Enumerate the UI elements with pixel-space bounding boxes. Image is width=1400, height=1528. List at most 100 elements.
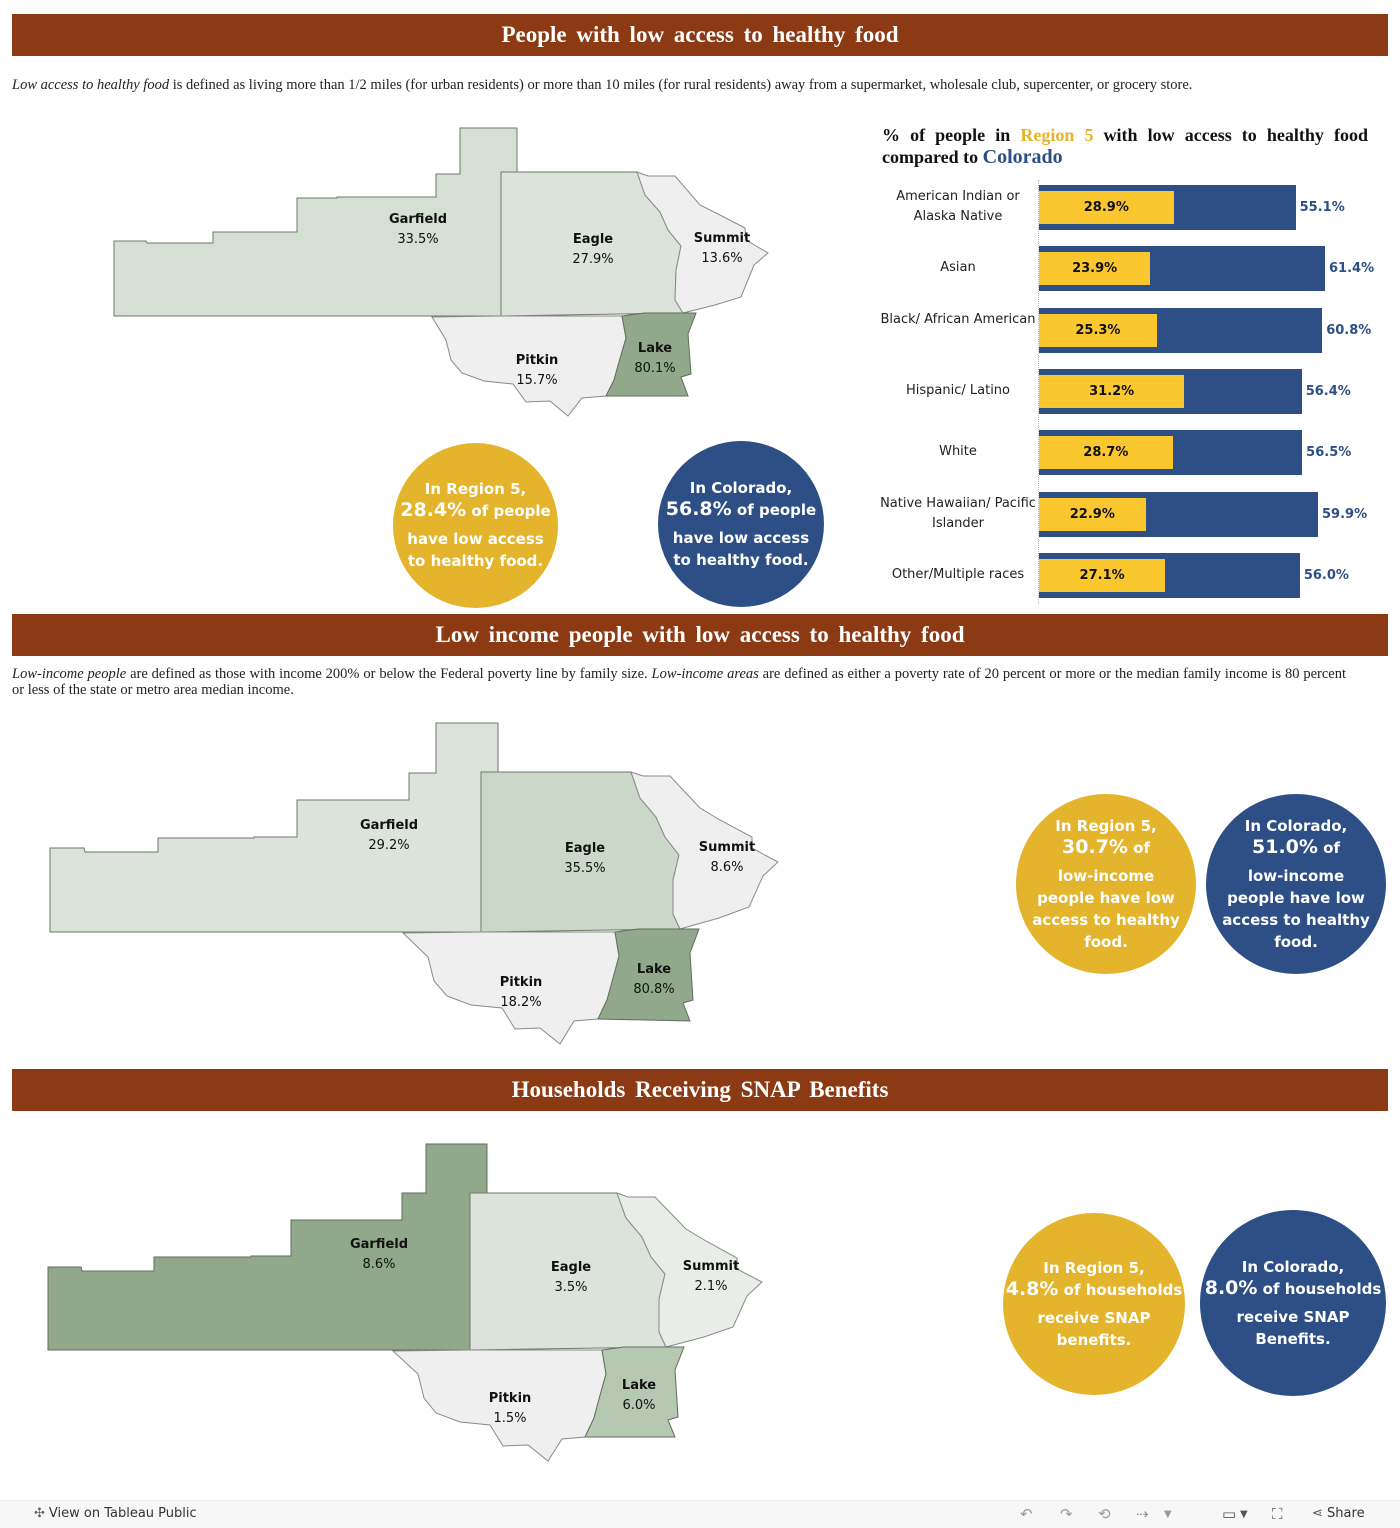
refresh-icon[interactable]: ⇢ xyxy=(1136,1505,1149,1523)
circle-line: of households xyxy=(1257,1279,1382,1298)
share-icon: ⋖ xyxy=(1312,1506,1323,1521)
circle-percent: 51.0% xyxy=(1252,835,1318,858)
bar-colorado-value-label: 59.9% xyxy=(1322,506,1368,522)
map1-value-summit: 13.6% xyxy=(701,251,742,266)
bar-category-label: White xyxy=(939,444,977,460)
circle-line: In Colorado, xyxy=(1241,1257,1345,1276)
region5-low-income-circle: In Region 5, 30.7% of low-income people … xyxy=(1016,794,1196,974)
revert-icon[interactable]: ⟲ xyxy=(1098,1505,1111,1523)
bar-region5-hispanic[interactable]: 31.2% xyxy=(1039,374,1185,408)
redo-icon[interactable]: ↷ xyxy=(1060,1505,1073,1523)
map-low-income-low-access: Garfield 29.2% Eagle 35.5% Summit 8.6% P… xyxy=(49,722,779,1045)
map1-county-summit[interactable] xyxy=(636,171,769,314)
section-description-low-access: Low access to healthy food is defined as… xyxy=(12,77,1193,93)
circle-line: of xyxy=(1127,838,1150,857)
section-banner-low-income: Low income people with low access to hea… xyxy=(12,614,1388,656)
circle-line: low-income people have low access to hea… xyxy=(1222,866,1370,951)
map-low-access: Garfield 33.5% Eagle 27.9% Summit 13.6% … xyxy=(113,127,769,417)
bar-region5-american-indian[interactable]: 28.9% xyxy=(1039,191,1174,224)
colorado-low-income-circle: In Colorado, 51.0% of low-income people … xyxy=(1206,794,1386,974)
map1-label-pitkin: Pitkin xyxy=(516,353,559,368)
map2-label-lake: Lake xyxy=(637,962,671,977)
view-on-tableau-public-link[interactable]: ✣ View on Tableau Public xyxy=(34,1506,197,1521)
circle-line: In Region 5, xyxy=(1055,816,1157,835)
bar-category-label: American Indian or Alaska Native xyxy=(896,189,1020,224)
region5-snap-circle: In Region 5, 4.8% of households receive … xyxy=(1003,1213,1185,1395)
colorado-low-access-circle: In Colorado, 56.8% of people have low ac… xyxy=(658,441,824,607)
bar-chart-axis xyxy=(1038,180,1039,604)
circle-line: In Region 5, xyxy=(424,480,527,498)
map2-county-summit[interactable] xyxy=(630,771,779,930)
map2-label-eagle: Eagle xyxy=(565,841,605,856)
circle-line: have low access to healthy food. xyxy=(407,530,544,570)
bar-region5-black[interactable]: 25.3% xyxy=(1039,313,1157,347)
circle-line: low-income people have low access to hea… xyxy=(1032,866,1180,951)
bar-category-label: Asian xyxy=(940,260,976,276)
bar-colorado-value-label: 55.1% xyxy=(1299,200,1345,215)
circle-percent: 8.0% xyxy=(1204,1276,1258,1299)
map1-label-lake: Lake xyxy=(638,341,672,356)
map1-label-garfield: Garfield xyxy=(389,212,447,227)
comment-icon[interactable]: ▭ xyxy=(1222,1505,1237,1523)
bar-region5-other[interactable]: 27.1% xyxy=(1039,558,1166,592)
map1-label-eagle: Eagle xyxy=(573,232,613,247)
bar-region5-native-hawaiian[interactable]: 22.9% xyxy=(1039,497,1146,531)
map1-value-pitkin: 15.7% xyxy=(516,373,557,388)
circle-line: In Colorado, xyxy=(689,478,793,497)
map1-value-lake: 80.1% xyxy=(634,361,675,376)
map3-value-eagle: 3.5% xyxy=(554,1280,587,1295)
map3-label-lake: Lake xyxy=(622,1378,656,1393)
fullscreen-icon[interactable]: ⛶ xyxy=(1272,1505,1283,1523)
map1-county-lake[interactable] xyxy=(605,312,697,397)
map1-county-garfield[interactable] xyxy=(113,127,518,317)
bar-region5-asian[interactable]: 23.9% xyxy=(1039,252,1151,286)
map3-county-garfield[interactable] xyxy=(47,1143,488,1351)
share-label: Share xyxy=(1327,1506,1365,1521)
map2-value-pitkin: 18.2% xyxy=(500,995,541,1010)
bar-region5-white[interactable]: 28.7% xyxy=(1039,436,1173,470)
bar-colorado-value-label: 61.4% xyxy=(1329,261,1375,277)
circle-line: have low access to healthy food. xyxy=(672,528,810,569)
circle-line: of xyxy=(1317,838,1340,857)
circle-line: of people xyxy=(731,500,817,519)
map3-value-garfield: 8.6% xyxy=(362,1257,395,1272)
chevron-down-icon[interactable]: ▼ xyxy=(1164,1509,1172,1520)
map2-label-summit: Summit xyxy=(699,840,755,855)
section-banner-snap: Households Receiving SNAP Benefits xyxy=(12,1069,1388,1111)
bar-category-label: Black/ African American xyxy=(880,311,1036,327)
map3-label-summit: Summit xyxy=(683,1259,739,1274)
share-button[interactable]: ⋖ Share xyxy=(1312,1506,1365,1521)
circle-line: of households xyxy=(1058,1280,1183,1299)
bar-category-label: Native Hawaiian/ Pacific Islander xyxy=(880,495,1036,531)
bar-category-label: Other/Multiple races xyxy=(891,566,1025,582)
map1-value-eagle: 27.9% xyxy=(572,252,613,267)
section-description-low-income: Low-income people are defined as those w… xyxy=(12,666,1346,698)
region5-low-access-circle: In Region 5, 28.4% of people have low ac… xyxy=(393,443,558,608)
map2-county-garfield[interactable] xyxy=(49,722,499,933)
undo-icon[interactable]: ↶ xyxy=(1020,1505,1033,1523)
chevron-down-icon[interactable]: ▼ xyxy=(1240,1509,1248,1520)
tableau-logo-icon: ✣ xyxy=(34,1506,45,1521)
map3-value-pitkin: 1.5% xyxy=(493,1411,526,1426)
circle-line: In Region 5, xyxy=(1043,1258,1145,1277)
bar-colorado-value-label: 56.0% xyxy=(1303,567,1349,583)
map2-value-lake: 80.8% xyxy=(633,982,674,997)
section-banner-low-access: People with low access to healthy food xyxy=(12,14,1388,56)
map3-county-lake[interactable] xyxy=(584,1346,685,1438)
bar-chart-title: % of people in Region 5 with low access … xyxy=(882,125,1368,168)
map3-label-garfield: Garfield xyxy=(350,1237,408,1252)
circle-line: of people xyxy=(466,502,551,520)
bar-colorado-value-label: 60.8% xyxy=(1326,322,1372,338)
bar-colorado-value-label: 56.5% xyxy=(1306,445,1352,461)
map3-value-lake: 6.0% xyxy=(622,1398,655,1413)
colorado-snap-circle: In Colorado, 8.0% of households receive … xyxy=(1200,1210,1386,1396)
circle-percent: 28.4% xyxy=(400,499,467,521)
map3-county-summit[interactable] xyxy=(616,1192,763,1348)
map2-county-lake[interactable] xyxy=(597,928,700,1022)
map3-label-eagle: Eagle xyxy=(551,1260,591,1275)
circle-line: In Colorado, xyxy=(1244,816,1348,835)
bar-colorado-value-label: 56.4% xyxy=(1305,383,1351,399)
map3-label-pitkin: Pitkin xyxy=(489,1391,532,1406)
circle-percent: 56.8% xyxy=(665,497,732,520)
